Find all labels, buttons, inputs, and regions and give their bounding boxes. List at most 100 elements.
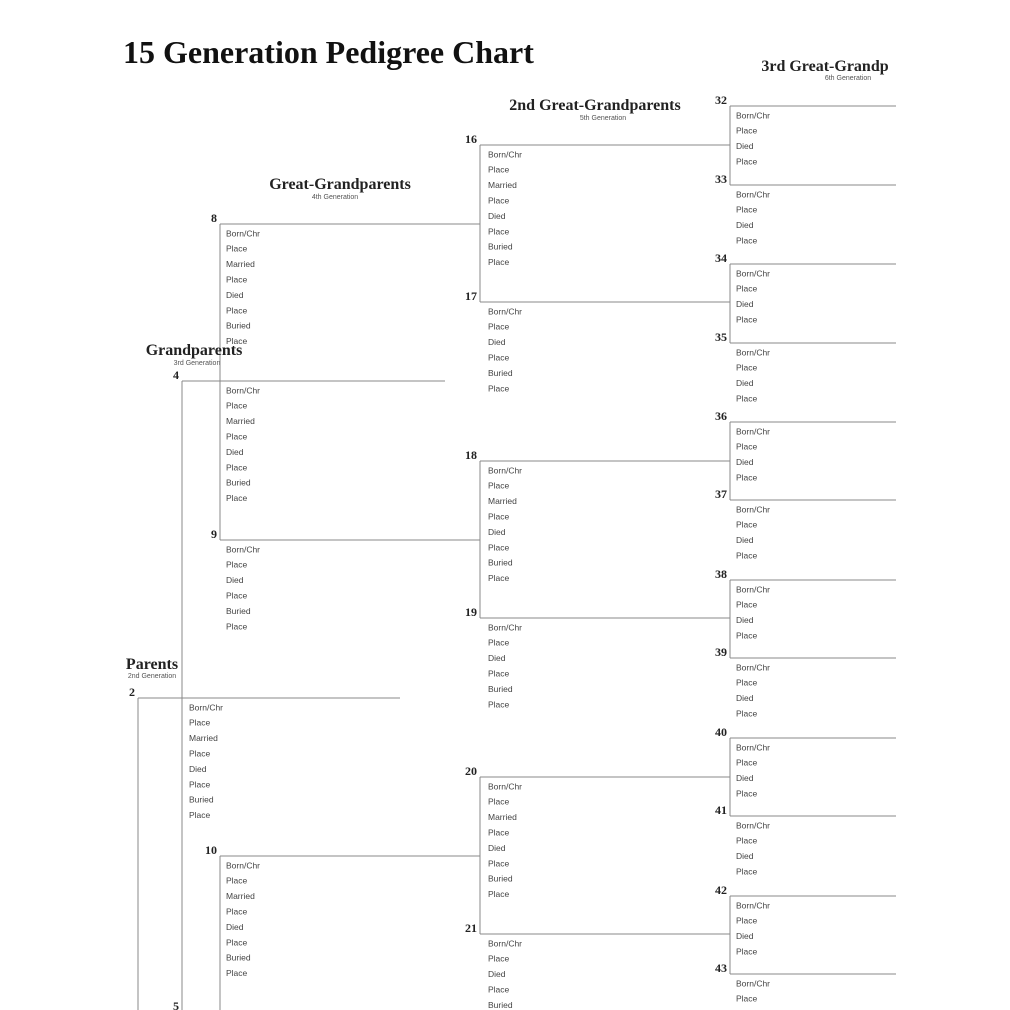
person-number: 42 [715,883,727,897]
field-label: Died [736,773,754,783]
field-label: Born/Chr [736,978,770,988]
field-label: Married [226,259,255,269]
field-label: Born/Chr [488,149,522,159]
field-label: Place [226,560,248,570]
field-label: Died [488,843,506,853]
field-label: Place [189,779,211,789]
person-number: 33 [715,172,727,186]
field-label: Place [736,836,758,846]
field-label: Place [488,511,510,521]
field-label: Place [736,678,758,688]
person-number: 37 [715,487,727,501]
field-label: Born/Chr [226,228,260,238]
field-label: Place [189,810,211,820]
field-label: Place [488,383,510,393]
field-label: Born/Chr [226,385,260,395]
field-label: Born/Chr [488,781,522,791]
field-label: Buried [488,874,513,884]
field-label: Buried [226,953,251,963]
field-label: Place [226,590,248,600]
field-label: Place [226,493,248,503]
generation-title: Great-Grandparents [269,176,411,193]
field-label: Place [226,401,248,411]
field-label: Born/Chr [736,110,770,120]
field-label: Born/Chr [736,347,770,357]
field-label: Married [488,496,517,506]
field-label: Place [488,699,510,709]
field-label: Place [189,718,211,728]
field-label: Place [736,630,758,640]
field-label: Buried [226,478,251,488]
field-label: Place [736,550,758,560]
field-label: Place [736,393,758,403]
generation-subtitle: 4th Generation [312,194,358,201]
person-number: 20 [465,764,477,778]
person-number: 19 [465,605,477,619]
field-label: Born/Chr [488,938,522,948]
page-title: 15 Generation Pedigree Chart [123,34,534,70]
field-label: Born/Chr [226,860,260,870]
field-label: Place [736,600,758,610]
field-label: Born/Chr [736,189,770,199]
field-label: Died [736,220,754,230]
person-number: 43 [715,961,727,975]
person-number: 9 [211,527,217,541]
field-label: Place [488,954,510,964]
field-label: Died [736,535,754,545]
person-number: 21 [465,921,477,935]
field-label: Place [226,906,248,916]
field-label: Place [226,244,248,254]
person-number: 39 [715,645,727,659]
field-label: Died [736,457,754,467]
field-label: Born/Chr [736,820,770,830]
person-number: 17 [465,289,477,303]
person-number: 8 [211,211,217,225]
generation-title: 3rd Great-Grandp [761,58,888,75]
field-label: Died [736,299,754,309]
field-label: Place [736,235,758,245]
person-number: 38 [715,567,727,581]
field-label: Died [226,290,244,300]
field-label: Place [226,274,248,284]
brackets [137,106,731,1010]
field-label: Place [488,165,510,175]
generation-title: Grandparents [146,342,243,359]
field-label: Place [488,195,510,205]
field-label: Place [488,668,510,678]
person-number: 36 [715,409,727,423]
field-label: Place [488,573,510,583]
field-label: Born/Chr [226,544,260,554]
generation-title: Parents [126,656,178,673]
field-label: Place [189,748,211,758]
field-label: Place [736,314,758,324]
field-label: Died [736,931,754,941]
field-label: Born/Chr [189,702,223,712]
field-label: Buried [488,368,513,378]
person-number: 16 [465,132,477,146]
field-label: Place [226,305,248,315]
field-label: Place [736,126,758,136]
field-label: Married [226,891,255,901]
generation-subtitle: 3rd Generation [174,360,221,367]
person-number: 5 [173,999,179,1010]
field-label: Place [488,797,510,807]
field-label: Place [736,520,758,530]
field-label: Born/Chr [736,662,770,672]
person-number: 4 [173,368,179,382]
field-label: Place [488,352,510,362]
field-label: Died [226,575,244,585]
person-number: 10 [205,843,217,857]
field-label: Died [488,653,506,663]
field-label: Place [488,858,510,868]
field-label: Place [736,946,758,956]
field-label: Born/Chr [488,306,522,316]
field-label: Died [736,378,754,388]
field-label: Born/Chr [488,622,522,632]
field-label: Married [488,812,517,822]
field-label: Died [736,693,754,703]
field-label: Born/Chr [736,426,770,436]
field-label: Died [736,141,754,151]
field-label: Place [736,472,758,482]
field-label: Died [488,969,506,979]
field-label: Died [226,447,244,457]
